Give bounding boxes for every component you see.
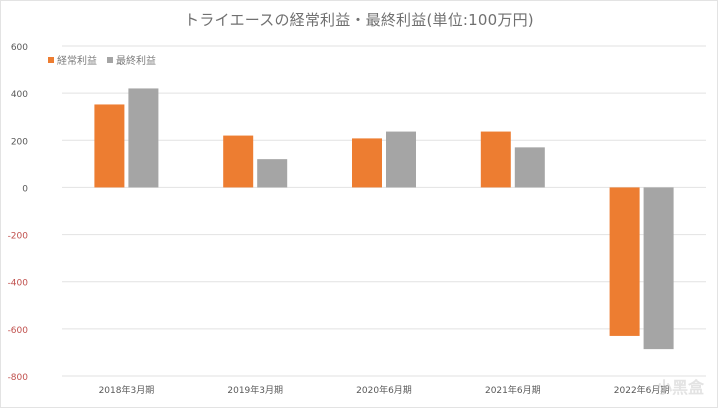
bar	[257, 159, 288, 188]
y-tick-label: -600	[8, 326, 29, 336]
legend-swatch-orange-icon	[48, 56, 54, 63]
bar	[643, 187, 674, 350]
legend-item-net-profit: 最終利益	[107, 52, 156, 67]
chart-title: トライエースの経常利益・最終利益(単位:100万円)	[184, 11, 534, 29]
y-tick-label: 600	[11, 43, 28, 53]
x-tick-label: 2022年6月期	[614, 384, 670, 396]
y-tick-label: -200	[8, 232, 29, 242]
y-tick-label: 400	[11, 90, 28, 100]
chart-legend: 経常利益 最終利益	[48, 52, 156, 67]
x-tick-label: 2020年6月期	[356, 384, 412, 396]
legend-swatch-gray-icon	[107, 56, 113, 63]
bar	[514, 147, 545, 188]
bar	[609, 187, 640, 336]
legend-item-ordinary-profit: 経常利益	[48, 52, 97, 67]
bar	[386, 131, 416, 188]
y-tick-label: -800	[8, 373, 29, 383]
x-tick-label: 2018年3月期	[99, 384, 155, 396]
legend-label: 経常利益	[57, 56, 97, 67]
bar	[352, 138, 382, 188]
legend-label: 最終利益	[116, 56, 156, 67]
x-tick-label: 2021年6月期	[485, 384, 541, 396]
y-tick-label: 200	[11, 137, 28, 147]
y-tick-label: -400	[8, 279, 29, 289]
bar	[94, 104, 125, 188]
y-tick-label: 0	[22, 184, 28, 194]
bar	[128, 88, 159, 188]
x-tick-label: 2019年3月期	[227, 384, 283, 396]
watermark-logo: 小黑盒	[655, 378, 704, 397]
bar	[223, 135, 254, 188]
bar	[480, 131, 511, 188]
